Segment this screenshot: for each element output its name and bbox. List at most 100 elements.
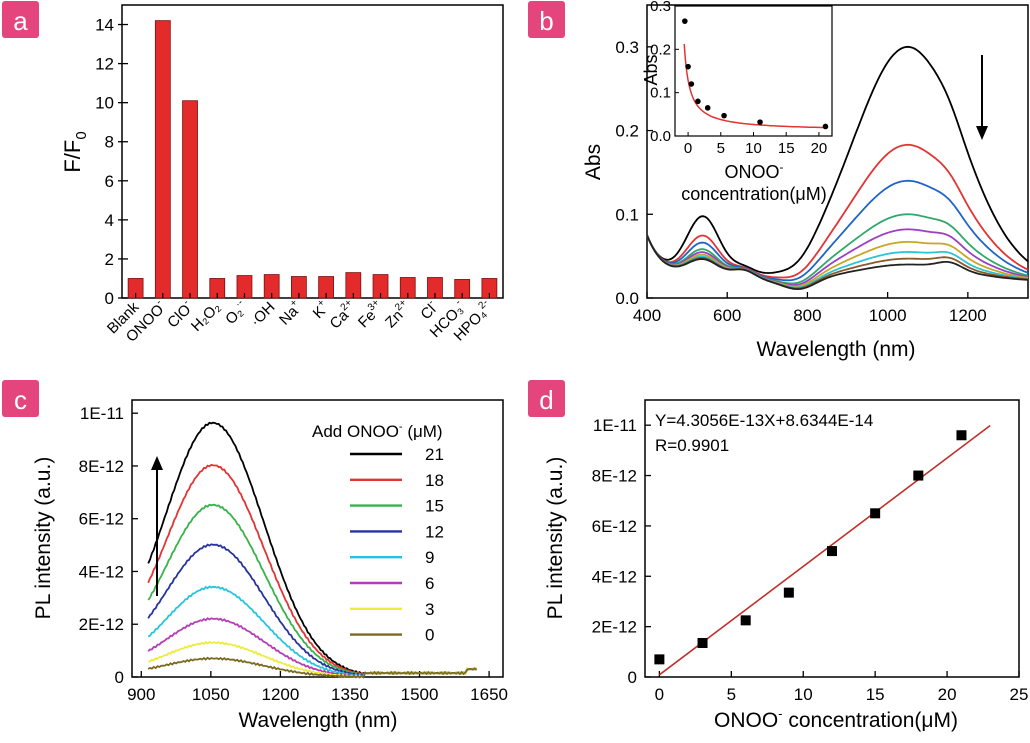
data-point bbox=[870, 508, 881, 519]
y-tick-label: 2E-12 bbox=[79, 615, 124, 634]
y-axis-label: F/F0 bbox=[60, 131, 90, 172]
x-tick-label: 1200 bbox=[949, 306, 987, 325]
inset-x-tick-label: 15 bbox=[778, 140, 795, 157]
legend-label: 6 bbox=[425, 574, 434, 593]
trend-arrow-head bbox=[976, 126, 988, 140]
inset-y-tick-label: 0.2 bbox=[650, 41, 671, 58]
y-tick-label: 6 bbox=[105, 172, 114, 191]
inset-y-tick-label: 0.0 bbox=[650, 128, 671, 145]
inset-data-point bbox=[688, 81, 695, 87]
y-tick-label: 0 bbox=[105, 289, 114, 308]
x-axis-label: Wavelength (nm) bbox=[756, 338, 915, 361]
legend-label: 15 bbox=[425, 497, 444, 516]
y-tick-label: 4E-12 bbox=[592, 567, 637, 586]
inset-data-point bbox=[695, 98, 701, 105]
inset-x-tick-label: 0 bbox=[684, 140, 692, 157]
abs-curve bbox=[646, 234, 1029, 291]
y-tick-label: 1E-11 bbox=[593, 416, 637, 435]
x-tick-label: 1500 bbox=[401, 685, 439, 704]
inset-x-tick-label: 20 bbox=[811, 140, 828, 157]
y-tick-label: 8 bbox=[105, 133, 114, 152]
x-tick-label: ·OH bbox=[247, 299, 278, 330]
x-tick-label-sup: - bbox=[426, 297, 436, 307]
x-axis-label-sup: - bbox=[778, 706, 782, 721]
plot-frame bbox=[121, 4, 504, 299]
y-axis-label-sub: 0 bbox=[73, 131, 90, 139]
y-tick-label: 6E-12 bbox=[79, 510, 124, 529]
y-tick-label: 10 bbox=[95, 94, 114, 113]
x-tick-label-main: H₂O₂ bbox=[188, 299, 224, 335]
y-tick-label: 0 bbox=[628, 668, 637, 687]
x-tick-label: H₂O₂ bbox=[188, 299, 224, 335]
y-tick-label: 2E-12 bbox=[592, 618, 637, 637]
panel-b-label: b bbox=[539, 6, 553, 36]
plot-frame bbox=[646, 4, 1029, 299]
legend-label: 21 bbox=[425, 445, 444, 464]
inset-data-point bbox=[757, 119, 763, 125]
legend-label: 18 bbox=[425, 471, 444, 490]
abs-curve bbox=[646, 179, 1029, 282]
x-tick-label: O₂·- bbox=[221, 297, 252, 328]
bar bbox=[182, 100, 198, 299]
legend-label: 0 bbox=[425, 626, 434, 645]
x-tick-label: 900 bbox=[127, 685, 155, 704]
panel-a-badge: a bbox=[2, 1, 39, 38]
x-tick-label: 20 bbox=[938, 685, 957, 704]
inset-frame bbox=[674, 5, 833, 137]
x-tick-label: 1000 bbox=[869, 306, 907, 325]
y-tick-label: 0 bbox=[115, 668, 124, 687]
y-tick-label: 0.0 bbox=[615, 289, 639, 308]
x-tick-label: 15 bbox=[866, 685, 885, 704]
inset-y-tick-label: 0.3 bbox=[650, 0, 671, 15]
x-axis-label-rest: concentration bbox=[783, 709, 915, 732]
y-axis-label: Abs bbox=[582, 144, 605, 180]
y-tick-label: 0.1 bbox=[615, 205, 639, 224]
legend-label: 12 bbox=[425, 522, 444, 541]
x-tick-label: 1050 bbox=[192, 685, 230, 704]
y-tick-label: 0.3 bbox=[615, 38, 639, 57]
inset-data-point bbox=[704, 105, 711, 111]
panel-c-label: c bbox=[14, 385, 27, 415]
data-point bbox=[956, 430, 967, 441]
inset-x-axis-label-sup: - bbox=[780, 160, 784, 174]
data-point bbox=[654, 654, 665, 665]
pl-curve bbox=[147, 656, 478, 679]
y-tick-label: 8E-12 bbox=[79, 457, 124, 476]
fit-r-value: R=0.9901 bbox=[655, 436, 729, 455]
x-tick-label: 400 bbox=[633, 306, 661, 325]
inset-fit-curve bbox=[683, 44, 829, 129]
inset-x-tick-label: 5 bbox=[717, 140, 725, 157]
fit-line bbox=[658, 424, 991, 676]
panel-d-linear-fit-chart: 0 5 10 15 20 25 0 2E-12 4E-12 6E-12 8E-12 1E-11 ONOO… bbox=[544, 399, 1029, 732]
panel-b-badge-bg bbox=[528, 1, 565, 38]
x-axis-label-unit: (μM) bbox=[914, 709, 958, 732]
legend-title-unit: (μM) bbox=[403, 422, 443, 441]
y-tick-label: 6E-12 bbox=[592, 517, 637, 536]
data-point bbox=[783, 587, 794, 598]
abs-curve bbox=[646, 234, 1029, 290]
panel-c-badge-bg bbox=[2, 380, 39, 417]
fit-equation: Y=4.3056E-13X+8.6344E-14 bbox=[655, 411, 873, 430]
inset-y-tick-label: 0.1 bbox=[650, 85, 671, 102]
abs-curve bbox=[646, 234, 1029, 288]
y-axis-label: PL intensity (a.u.) bbox=[544, 457, 567, 620]
y-axis-label: PL intensity (a.u.) bbox=[32, 457, 55, 620]
legend-title-main: Add ONOO bbox=[312, 422, 399, 441]
y-tick-label: 12 bbox=[95, 55, 114, 74]
x-tick-label-sup: - bbox=[453, 297, 463, 307]
x-axis-label: Wavelength (nm) bbox=[238, 709, 397, 732]
panel-d-badge: d bbox=[528, 380, 565, 417]
x-tick-label: 25 bbox=[1010, 685, 1029, 704]
abs-curve bbox=[646, 228, 1029, 286]
inset-x-tick-label: 10 bbox=[745, 140, 762, 157]
trend-arrow-head bbox=[151, 456, 163, 470]
y-tick-label: 8E-12 bbox=[592, 467, 637, 486]
x-tick-label: Cl- bbox=[416, 297, 442, 323]
y-tick-label: 1E-11 bbox=[80, 404, 124, 423]
x-tick-label-sup: - bbox=[181, 297, 191, 307]
inset-plot: 0 5 10 15 200.00.10.20.3AbsONOO-concentratio… bbox=[641, 0, 833, 204]
x-tick-label: 1350 bbox=[331, 685, 369, 704]
x-tick-label: 600 bbox=[713, 306, 741, 325]
